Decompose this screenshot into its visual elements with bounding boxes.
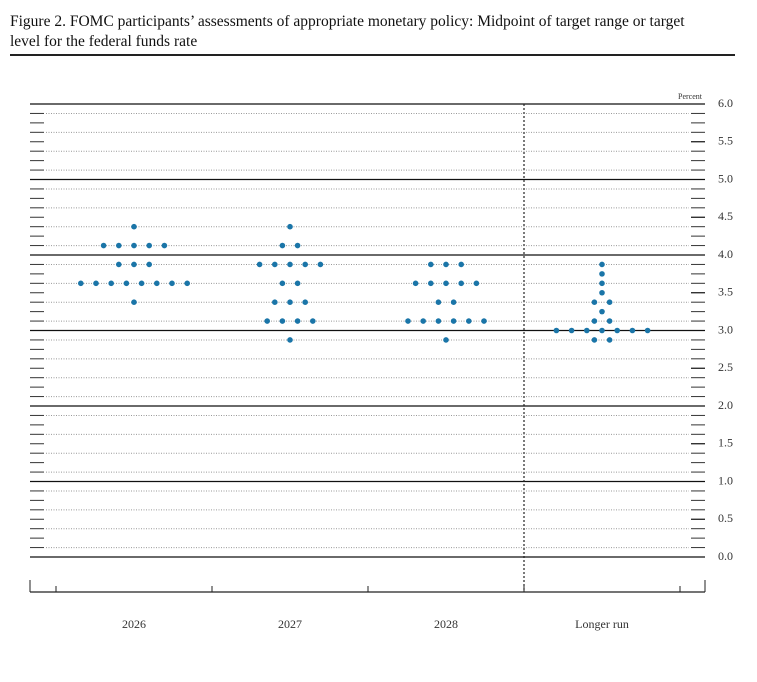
dot — [272, 261, 278, 268]
dot — [302, 261, 309, 268]
dot — [599, 261, 605, 268]
dot — [146, 242, 152, 249]
dot — [450, 318, 457, 324]
dot — [184, 280, 190, 287]
x-tick-label: Longer run — [575, 617, 629, 631]
dot — [294, 318, 301, 324]
chart-title: Figure 2. FOMC participants’ assessments… — [10, 13, 685, 50]
dot — [458, 280, 465, 287]
dot — [131, 223, 137, 230]
dot — [116, 261, 122, 268]
y-tick-label: 0.5 — [718, 511, 733, 525]
dot — [614, 327, 620, 334]
dot — [599, 308, 605, 315]
dot — [443, 337, 449, 343]
dot — [629, 327, 636, 334]
dot — [310, 318, 316, 324]
dot — [458, 261, 465, 268]
dot — [584, 327, 590, 334]
dot — [435, 318, 442, 324]
dot — [599, 327, 605, 334]
dot — [169, 280, 175, 287]
y-tick-label: 3.0 — [718, 322, 733, 336]
dot — [131, 242, 137, 249]
dot — [264, 318, 271, 324]
y-tick-label: 5.0 — [718, 171, 733, 185]
y-tick-label: 0.0 — [718, 549, 733, 563]
dot — [428, 280, 434, 287]
y-tick-label: 1.5 — [718, 436, 733, 450]
dot — [287, 337, 293, 343]
dot — [599, 280, 605, 287]
dot — [131, 261, 137, 268]
dot — [568, 327, 575, 334]
dot — [599, 289, 605, 296]
dot — [466, 318, 472, 324]
dot — [412, 280, 419, 287]
x-tick-label: 2026 — [122, 617, 146, 631]
dot — [428, 261, 434, 268]
dot — [443, 280, 449, 287]
dot — [131, 299, 137, 305]
dot — [116, 242, 122, 249]
y-tick-label: 1.0 — [718, 473, 733, 487]
dot — [154, 280, 160, 287]
dot — [161, 242, 168, 249]
dot — [591, 299, 598, 305]
dot — [591, 337, 598, 343]
x-tick-label: 2028 — [434, 617, 458, 631]
y-unit: Percent — [678, 92, 703, 101]
dot — [599, 271, 605, 277]
dot — [473, 280, 480, 287]
dot — [644, 327, 651, 334]
dot — [450, 299, 457, 305]
dot — [279, 242, 286, 249]
dot — [302, 299, 309, 305]
dot — [123, 280, 130, 287]
y-tick-label: 4.0 — [718, 247, 733, 261]
dot — [591, 318, 598, 324]
dot — [317, 261, 324, 268]
y-tick-label: 6.0 — [718, 96, 733, 110]
dot — [279, 280, 286, 287]
dot — [405, 318, 411, 324]
dot — [287, 299, 293, 305]
dot — [78, 280, 84, 287]
y-tick-label: 2.0 — [718, 398, 733, 412]
dot — [272, 299, 278, 305]
dot — [606, 318, 613, 324]
y-tick-label: 3.5 — [718, 285, 733, 299]
y-tick-label: 4.5 — [718, 209, 733, 223]
dot — [100, 242, 107, 249]
dot — [443, 261, 449, 268]
y-tick-label: 2.5 — [718, 360, 733, 374]
dot — [256, 261, 263, 268]
dot — [294, 280, 301, 287]
dot — [108, 280, 114, 287]
dot — [553, 327, 560, 334]
dot — [287, 223, 293, 230]
y-tick-label: 5.5 — [718, 134, 733, 148]
dot — [481, 318, 487, 324]
dot — [146, 261, 152, 268]
x-tick-label: 2027 — [278, 617, 302, 631]
dot — [606, 337, 613, 343]
dot — [93, 280, 99, 287]
dot — [287, 261, 293, 268]
dot — [294, 242, 301, 249]
dot — [138, 280, 145, 287]
dot — [606, 299, 613, 305]
dot — [420, 318, 427, 324]
title-rule — [10, 54, 735, 56]
dot — [279, 318, 286, 324]
dot — [435, 299, 442, 305]
